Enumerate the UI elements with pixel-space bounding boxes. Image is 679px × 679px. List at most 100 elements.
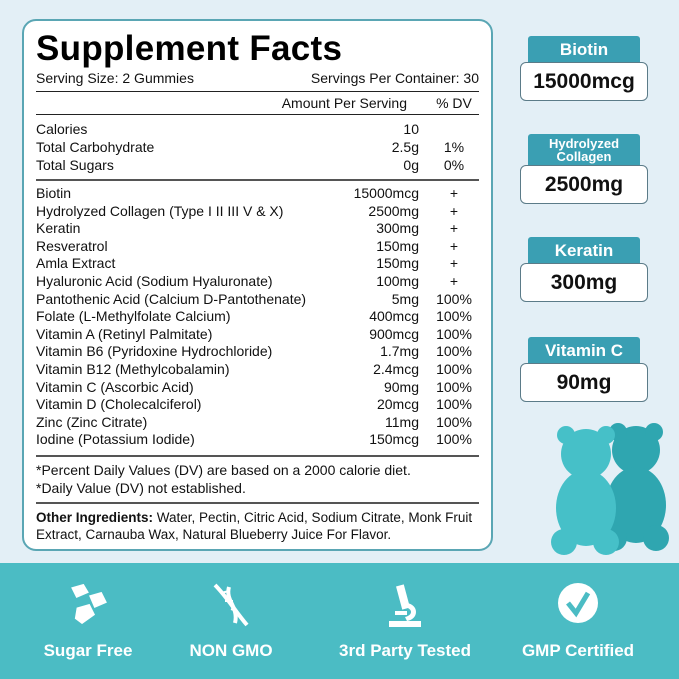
nutrient-name: Biotin bbox=[36, 185, 72, 201]
nutrient-name: Vitamin B12 (Methylcobalamin) bbox=[36, 361, 230, 377]
nutrient-row: Total Sugars 0g 0% bbox=[36, 156, 479, 174]
dna-icon bbox=[213, 583, 249, 627]
nutrient-name: Calories bbox=[36, 121, 88, 137]
nutrient-row: Vitamin A (Retinyl Palmitate) 900mcg 100% bbox=[36, 325, 479, 343]
nutrient-row: Total Carbohydrate 2.5g 1% bbox=[36, 138, 479, 156]
divider bbox=[36, 114, 479, 115]
nutrient-dv: 100% bbox=[436, 325, 472, 342]
other-ingredients-label: Other Ingredients: bbox=[36, 510, 154, 525]
nutrient-row: Biotin 15000mcg + bbox=[36, 184, 479, 202]
nutrient-row: Hydrolyzed Collagen (Type I II III V & X… bbox=[36, 202, 479, 220]
nutrient-amount: 11mg bbox=[385, 413, 419, 430]
nutrient-row: Amla Extract 150mg + bbox=[36, 254, 479, 272]
nutrient-row: Resveratrol 150mg + bbox=[36, 237, 479, 255]
nutrient-dv: + bbox=[449, 185, 459, 201]
nutrient-amount: 400mcg bbox=[369, 308, 419, 325]
nutrient-amount: 150mg bbox=[376, 237, 419, 254]
nutrient-dv: 100% bbox=[436, 361, 472, 377]
nutrient-dv: 100% bbox=[436, 308, 472, 325]
nutrient-amount: 2500mg bbox=[368, 202, 419, 219]
nutrient-dv: 100% bbox=[436, 396, 472, 413]
check-circle-icon bbox=[558, 583, 598, 623]
badge-label: Biotin bbox=[528, 36, 640, 62]
nutrient-name: Pantothenic Acid (Calcium D-Pantothenate… bbox=[36, 290, 307, 307]
nutrient-row: Vitamin D (Cholecalciferol) 20mcg 100% bbox=[36, 395, 479, 413]
nutrient-name: Folate (L-Methylfolate Calcium) bbox=[36, 308, 231, 325]
nutrient-row: Zinc (Zinc Citrate) 11mg 100% bbox=[36, 413, 479, 431]
nutrient-row: Keratin 300mg + bbox=[36, 219, 479, 237]
nutrient-name: Hyaluronic Acid (Sodium Hyaluronate) bbox=[36, 273, 273, 289]
badge-biotin: Biotin 15000mcg bbox=[520, 36, 648, 101]
nutrient-amount: 5mg bbox=[391, 290, 419, 307]
nutrient-name: Resveratrol bbox=[36, 237, 108, 254]
nutrient-amount: 150mg bbox=[376, 255, 419, 272]
nutrient-amount: 90mg bbox=[383, 378, 419, 395]
nutrient-name: Zinc (Zinc Citrate) bbox=[36, 413, 148, 430]
feature-label: GMP Certified bbox=[521, 641, 635, 660]
nutrient-amount: 0g bbox=[403, 157, 419, 173]
sugar-cubes-icon bbox=[68, 582, 110, 626]
nutrient-dv: 100% bbox=[436, 290, 472, 307]
nutrient-row: Hyaluronic Acid (Sodium Hyaluronate) 100m… bbox=[36, 272, 479, 290]
badge-value: 90mg bbox=[520, 363, 648, 402]
other-ingredients-text: Water, Pectin, Citric Acid, Sodium Citra… bbox=[36, 510, 473, 542]
column-header: Amount Per Serving % DV bbox=[36, 94, 479, 112]
nutrient-name: Vitamin B6 (Pyridoxine Hydrochloride) bbox=[36, 343, 273, 360]
col-dv: % DV bbox=[436, 95, 472, 111]
nutrient-row: Vitamin B12 (Methylcobalamin) 2.4mcg 100% bbox=[36, 360, 479, 378]
microscope-icon bbox=[389, 584, 421, 627]
nutrient-name: Amla Extract bbox=[36, 255, 116, 272]
nutrient-row: Vitamin C (Ascorbic Acid) 90mg 100% bbox=[36, 378, 479, 396]
nutrient-name: Hydrolyzed Collagen (Type I II III V & X… bbox=[36, 202, 284, 219]
nutrient-amount: 15000mcg bbox=[353, 185, 419, 201]
nutrient-row: Folate (L-Methylfolate Calcium) 400mcg 100… bbox=[36, 307, 479, 325]
badge-value: 300mg bbox=[520, 263, 648, 302]
nutrient-name: Keratin bbox=[36, 220, 81, 237]
footnote-not-established: *Daily Value (DV) not established. bbox=[36, 480, 246, 496]
nutrient-amount: 20mcg bbox=[376, 396, 419, 413]
divider bbox=[36, 91, 479, 92]
nutrient-amount: 1.7mg bbox=[380, 343, 419, 360]
nutrient-amount: 900mcg bbox=[369, 325, 419, 342]
nutrient-row: Calories 10 bbox=[36, 120, 479, 138]
nutrient-dv: 0% bbox=[443, 157, 465, 173]
badge-value: 15000mcg bbox=[520, 62, 648, 101]
nutrient-name: Iodine (Potassium Iodide) bbox=[36, 431, 195, 448]
feature-label: NON GMO bbox=[189, 641, 273, 660]
badge-vitamin-c: Vitamin C 90mg bbox=[520, 337, 648, 402]
footnote-dv: *Percent Daily Values (DV) are based on … bbox=[36, 462, 411, 478]
divider-thick bbox=[36, 502, 479, 504]
badge-label: Keratin bbox=[528, 237, 640, 263]
nutrient-dv: 100% bbox=[436, 343, 472, 360]
nutrient-row: Vitamin B6 (Pyridoxine Hydrochloride) 1.7… bbox=[36, 342, 479, 360]
nutrient-row: Iodine (Potassium Iodide) 150mcg 100% bbox=[36, 430, 479, 448]
features-band: Sugar Free NON GMO 3rd Party Tested GMP … bbox=[0, 563, 679, 679]
supplement-facts-panel: Supplement Facts Serving Size: 2 Gummies… bbox=[22, 19, 493, 551]
badge-label: Hydrolyzed Collagen bbox=[528, 134, 640, 165]
nutrient-dv: 100% bbox=[436, 413, 472, 430]
feature-label: Sugar Free bbox=[43, 641, 133, 660]
nutrient-name: Vitamin D (Cholecalciferol) bbox=[36, 396, 202, 413]
servings-per-container: Servings Per Container: 30 bbox=[310, 70, 479, 86]
nutrient-dv: + bbox=[449, 237, 459, 254]
nutrient-amount: 2.5g bbox=[391, 139, 419, 155]
divider-thick bbox=[36, 179, 479, 181]
nutrient-name: Vitamin A (Retinyl Palmitate) bbox=[36, 325, 213, 342]
badge-value: 2500mg bbox=[520, 165, 648, 204]
nutrient-dv: + bbox=[449, 220, 459, 237]
nutrient-dv: 100% bbox=[436, 431, 472, 448]
nutrient-dv: 100% bbox=[436, 378, 472, 395]
nutrient-dv: + bbox=[449, 273, 459, 289]
nutrient-row: Pantothenic Acid (Calcium D-Pantothenate… bbox=[36, 290, 479, 308]
nutrient-amount: 10 bbox=[403, 121, 419, 137]
gummy-bears-image bbox=[551, 423, 669, 555]
nutrient-dv: 1% bbox=[443, 139, 465, 155]
feature-label: 3rd Party Tested bbox=[339, 641, 471, 660]
badge-collagen: Hydrolyzed Collagen 2500mg bbox=[520, 134, 648, 204]
nutrient-amount: 2.4mcg bbox=[373, 361, 419, 377]
other-ingredients: Other Ingredients: Water, Pectin, Citric… bbox=[36, 509, 479, 543]
nutrient-amount: 300mg bbox=[376, 220, 419, 237]
badge-label: Vitamin C bbox=[528, 337, 640, 363]
facts-title: Supplement Facts bbox=[36, 29, 343, 68]
nutrient-amount: 150mcg bbox=[369, 431, 419, 448]
